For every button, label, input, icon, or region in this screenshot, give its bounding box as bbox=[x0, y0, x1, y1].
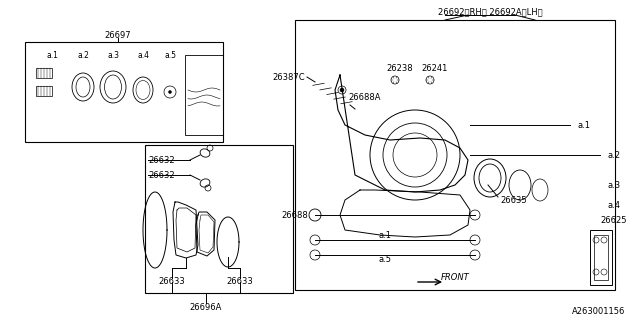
Text: 26387C: 26387C bbox=[273, 73, 305, 82]
Text: 26632: 26632 bbox=[148, 171, 175, 180]
Text: a.1: a.1 bbox=[46, 51, 58, 60]
Bar bbox=[594, 235, 608, 280]
Text: 26632: 26632 bbox=[148, 156, 175, 164]
Text: 26692〈RH〉 26692A〈LH〉: 26692〈RH〉 26692A〈LH〉 bbox=[438, 7, 542, 17]
Text: 26633: 26633 bbox=[159, 276, 186, 285]
Text: 26625: 26625 bbox=[600, 215, 627, 225]
Text: 26241: 26241 bbox=[422, 63, 448, 73]
Text: a.5: a.5 bbox=[378, 255, 392, 265]
Text: a.2: a.2 bbox=[608, 150, 621, 159]
Text: A263001156: A263001156 bbox=[572, 308, 625, 316]
Text: a.4: a.4 bbox=[137, 51, 149, 60]
Bar bbox=[36, 86, 52, 96]
Text: a.3: a.3 bbox=[608, 180, 621, 189]
Bar bbox=[36, 68, 52, 78]
Text: 26633: 26633 bbox=[227, 276, 253, 285]
Bar bbox=[25, 42, 223, 142]
Circle shape bbox=[340, 88, 344, 92]
Text: a.1: a.1 bbox=[578, 121, 591, 130]
Text: 26635: 26635 bbox=[500, 196, 527, 204]
Text: a.4: a.4 bbox=[608, 201, 621, 210]
Text: a.2: a.2 bbox=[77, 51, 89, 60]
Text: 26688: 26688 bbox=[281, 211, 308, 220]
Text: a.5: a.5 bbox=[164, 51, 176, 60]
Text: FRONT: FRONT bbox=[440, 274, 469, 283]
Bar bbox=[145, 145, 293, 293]
Bar bbox=[295, 20, 615, 290]
Text: 26696A: 26696A bbox=[190, 303, 222, 313]
Circle shape bbox=[168, 91, 172, 93]
Bar bbox=[185, 55, 223, 135]
Text: 26238: 26238 bbox=[387, 63, 413, 73]
Text: 26697: 26697 bbox=[105, 30, 131, 39]
Bar bbox=[590, 230, 612, 285]
Text: 26688A: 26688A bbox=[348, 92, 381, 101]
Text: a.1: a.1 bbox=[378, 230, 392, 239]
Text: a.3: a.3 bbox=[107, 51, 119, 60]
